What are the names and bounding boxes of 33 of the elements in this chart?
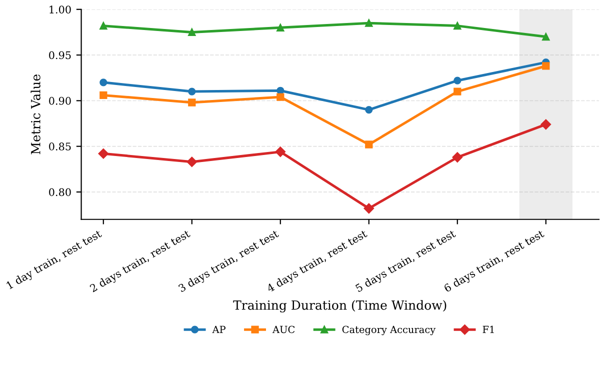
point bbox=[365, 19, 373, 27]
point bbox=[188, 98, 196, 106]
point bbox=[100, 78, 108, 86]
point bbox=[276, 93, 284, 101]
legend-label: AUC bbox=[272, 326, 295, 334]
legend-label: Category Accuracy bbox=[342, 326, 436, 336]
point bbox=[365, 140, 373, 148]
point bbox=[364, 203, 374, 214]
point bbox=[100, 22, 108, 30]
y-tick-label: 1.00 bbox=[50, 6, 71, 14]
point bbox=[188, 88, 196, 96]
point bbox=[100, 91, 108, 100]
y-tick-label: 0.95 bbox=[49, 51, 71, 60]
point bbox=[454, 88, 462, 96]
point bbox=[542, 62, 550, 70]
point bbox=[542, 32, 550, 41]
point bbox=[365, 106, 373, 114]
point bbox=[276, 24, 284, 32]
point bbox=[186, 156, 198, 167]
y-tick-label: 0.80 bbox=[49, 188, 71, 196]
y-axis-title: Metric Value bbox=[30, 74, 40, 154]
point bbox=[454, 76, 462, 84]
y-tick-label: 0.90 bbox=[49, 96, 71, 105]
point bbox=[188, 28, 196, 36]
point bbox=[452, 152, 463, 162]
y-tick-label: 0.85 bbox=[49, 142, 71, 150]
point bbox=[454, 22, 462, 30]
point bbox=[540, 119, 552, 130]
legend-label: F1 bbox=[482, 326, 494, 334]
legend-label: AP bbox=[212, 326, 226, 334]
point bbox=[98, 148, 109, 159]
point bbox=[275, 146, 286, 157]
x-axis-title: Training Duration (Time Window) bbox=[233, 300, 446, 312]
